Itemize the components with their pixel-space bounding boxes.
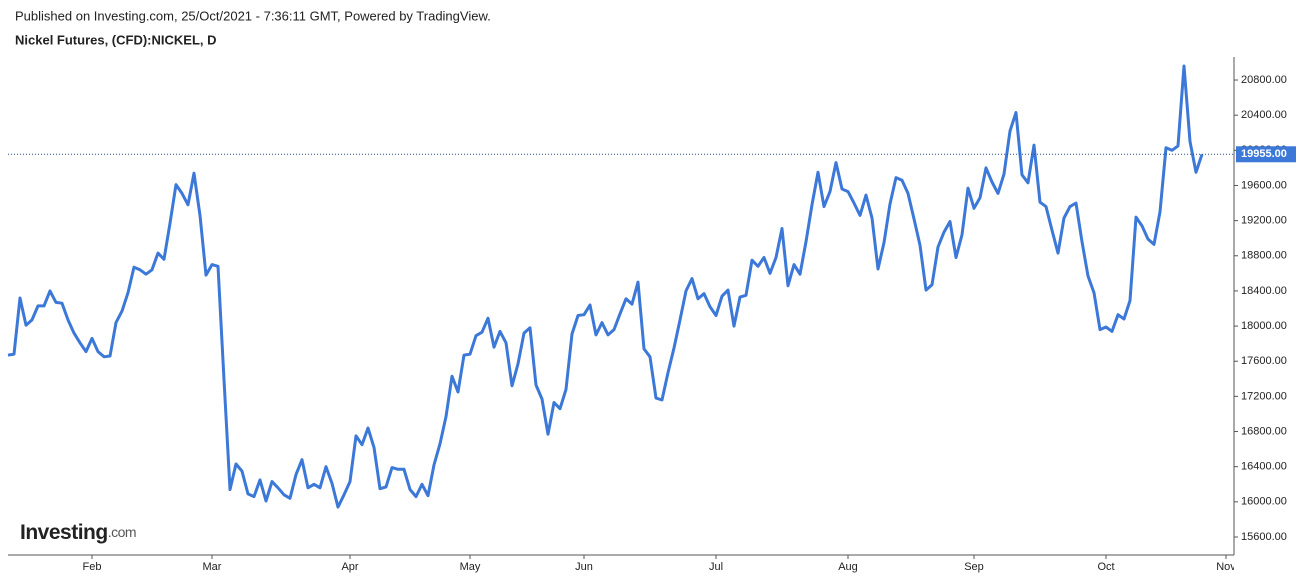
y-tick-label: 19600.00 bbox=[1241, 179, 1287, 191]
x-tick-label: Nov bbox=[1216, 561, 1236, 573]
x-tick-label: May bbox=[460, 561, 481, 573]
price-line bbox=[7, 64, 1204, 509]
header: Published on Investing.com, 25/Oct/2021 … bbox=[15, 8, 491, 23]
x-tick-label: Sep bbox=[964, 561, 984, 573]
y-tick-label: 17600.00 bbox=[1241, 355, 1287, 367]
x-tick-label: Jul bbox=[709, 561, 723, 573]
last-price-label: 19955.00 bbox=[1241, 148, 1287, 160]
y-tick-label: 18000.00 bbox=[1241, 320, 1287, 332]
logo: Investing.com bbox=[20, 521, 136, 544]
x-labels: Feb Mar Apr May Jun Jul Aug Sep Oct Nov bbox=[83, 561, 1236, 573]
y-tick-label: 18800.00 bbox=[1241, 250, 1287, 262]
x-tick-label: Aug bbox=[838, 561, 858, 573]
y-tick-label: 18400.00 bbox=[1241, 285, 1287, 297]
y-tick-label: 16000.00 bbox=[1241, 496, 1287, 508]
y-tick-label: 16800.00 bbox=[1241, 425, 1287, 437]
y-tick-label: 20400.00 bbox=[1241, 109, 1287, 121]
last-price-box bbox=[1236, 146, 1296, 163]
y-tick-label: 15600.00 bbox=[1241, 531, 1287, 543]
x-tick-label: Oct bbox=[1097, 561, 1114, 573]
y-tick-label: 19200.00 bbox=[1241, 215, 1287, 227]
chart-title: Nickel Futures, (CFD):NICKEL, D bbox=[15, 32, 217, 47]
x-tick-label: Jun bbox=[575, 561, 593, 573]
y-tick-label: 20800.00 bbox=[1241, 74, 1287, 86]
y-tick-label: 16400.00 bbox=[1241, 461, 1287, 473]
x-tick-label: Mar bbox=[203, 561, 222, 573]
y-tick-label: 17200.00 bbox=[1241, 390, 1287, 402]
x-tick-label: Apr bbox=[341, 561, 358, 573]
x-tick-label: Feb bbox=[83, 561, 102, 573]
